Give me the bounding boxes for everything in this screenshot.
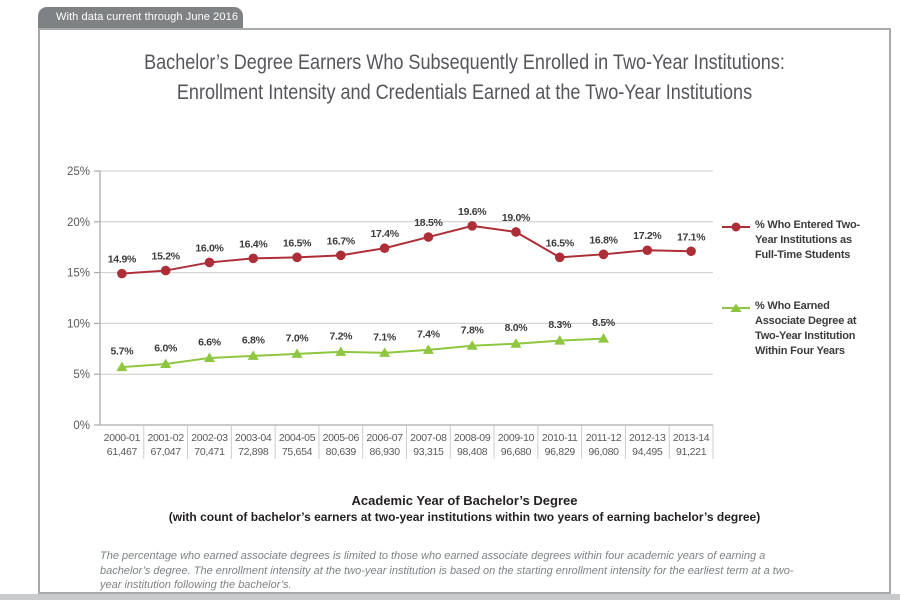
legend-label-full-time: % Who Entered Two-Year Institutions as F… [755,219,860,261]
chart-title: Bachelor’s Degree Earners Who Subsequent… [38,48,891,108]
legend-label-associate-degree: % Who Earned Associate Degree at Two-Yea… [755,300,857,357]
x-axis-title: Academic Year of Bachelor’s Degree (with… [38,492,891,525]
red-circle-line-marker-icon [722,222,750,232]
x-axis-title-line2: (with count of bachelor’s earners at two… [168,510,761,524]
chart-title-line1: Bachelor’s Degree Earners Who Subsequent… [144,51,785,74]
chart-title-line2: Enrollment Intensity and Credentials Ear… [176,81,753,104]
green-triangle-line-marker-icon [722,303,750,312]
footnote-text: The percentage who earned associate degr… [100,550,794,591]
legend-item-full-time: % Who Entered Two-Year Institutions as F… [722,218,882,263]
data-currency-tab: With data current through June 2016 [38,7,243,28]
page-bottom-band [0,594,900,600]
legend-item-associate-degree: % Who Earned Associate Degree at Two-Yea… [722,299,882,359]
x-axis-title-line1: Academic Year of Bachelor’s Degree [351,493,578,508]
data-currency-label: With data current through June 2016 [56,11,239,23]
chart-panel [38,28,891,594]
